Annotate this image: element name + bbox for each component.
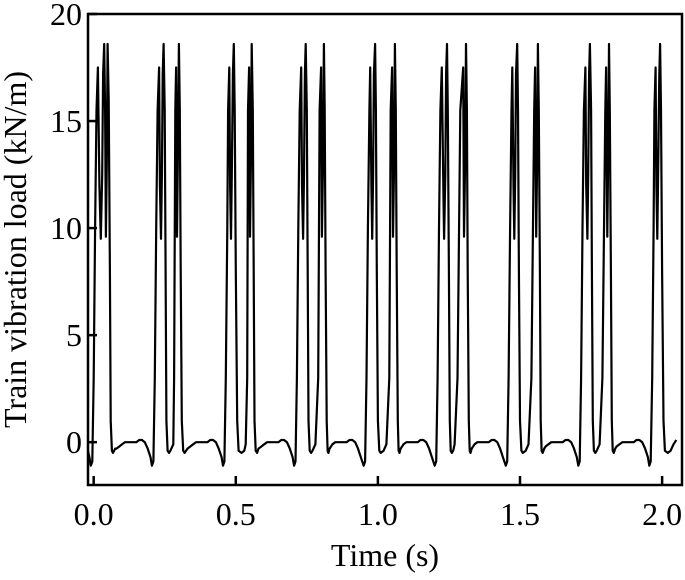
x-tick-label: 0.0 bbox=[74, 496, 114, 532]
y-tick-label: 5 bbox=[66, 317, 82, 353]
series-layer bbox=[86, 42, 678, 467]
x-axis-label: Time (s) bbox=[331, 537, 439, 573]
plot-area: 0.0 0.5 1.0 1.5 2.0 0 5 10 15 20 bbox=[50, 0, 684, 532]
plot-frame bbox=[86, 12, 684, 487]
x-tick-label: 1.0 bbox=[358, 496, 398, 532]
x-axis-ticks: 0.0 0.5 1.0 1.5 2.0 bbox=[74, 476, 682, 532]
y-tick-label: 20 bbox=[50, 0, 82, 32]
y-axis-label: Train vibration load (kN/m) bbox=[0, 71, 33, 428]
x-tick-label: 1.5 bbox=[500, 496, 540, 532]
y-tick-label: 0 bbox=[66, 424, 82, 460]
x-tick-label: 2.0 bbox=[642, 496, 682, 532]
x-tick-label: 0.5 bbox=[216, 496, 256, 532]
y-tick-label: 15 bbox=[50, 103, 82, 139]
series-line-0 bbox=[86, 42, 678, 467]
y-tick-label: 10 bbox=[50, 210, 82, 246]
y-axis-ticks: 0 5 10 15 20 bbox=[50, 0, 97, 460]
